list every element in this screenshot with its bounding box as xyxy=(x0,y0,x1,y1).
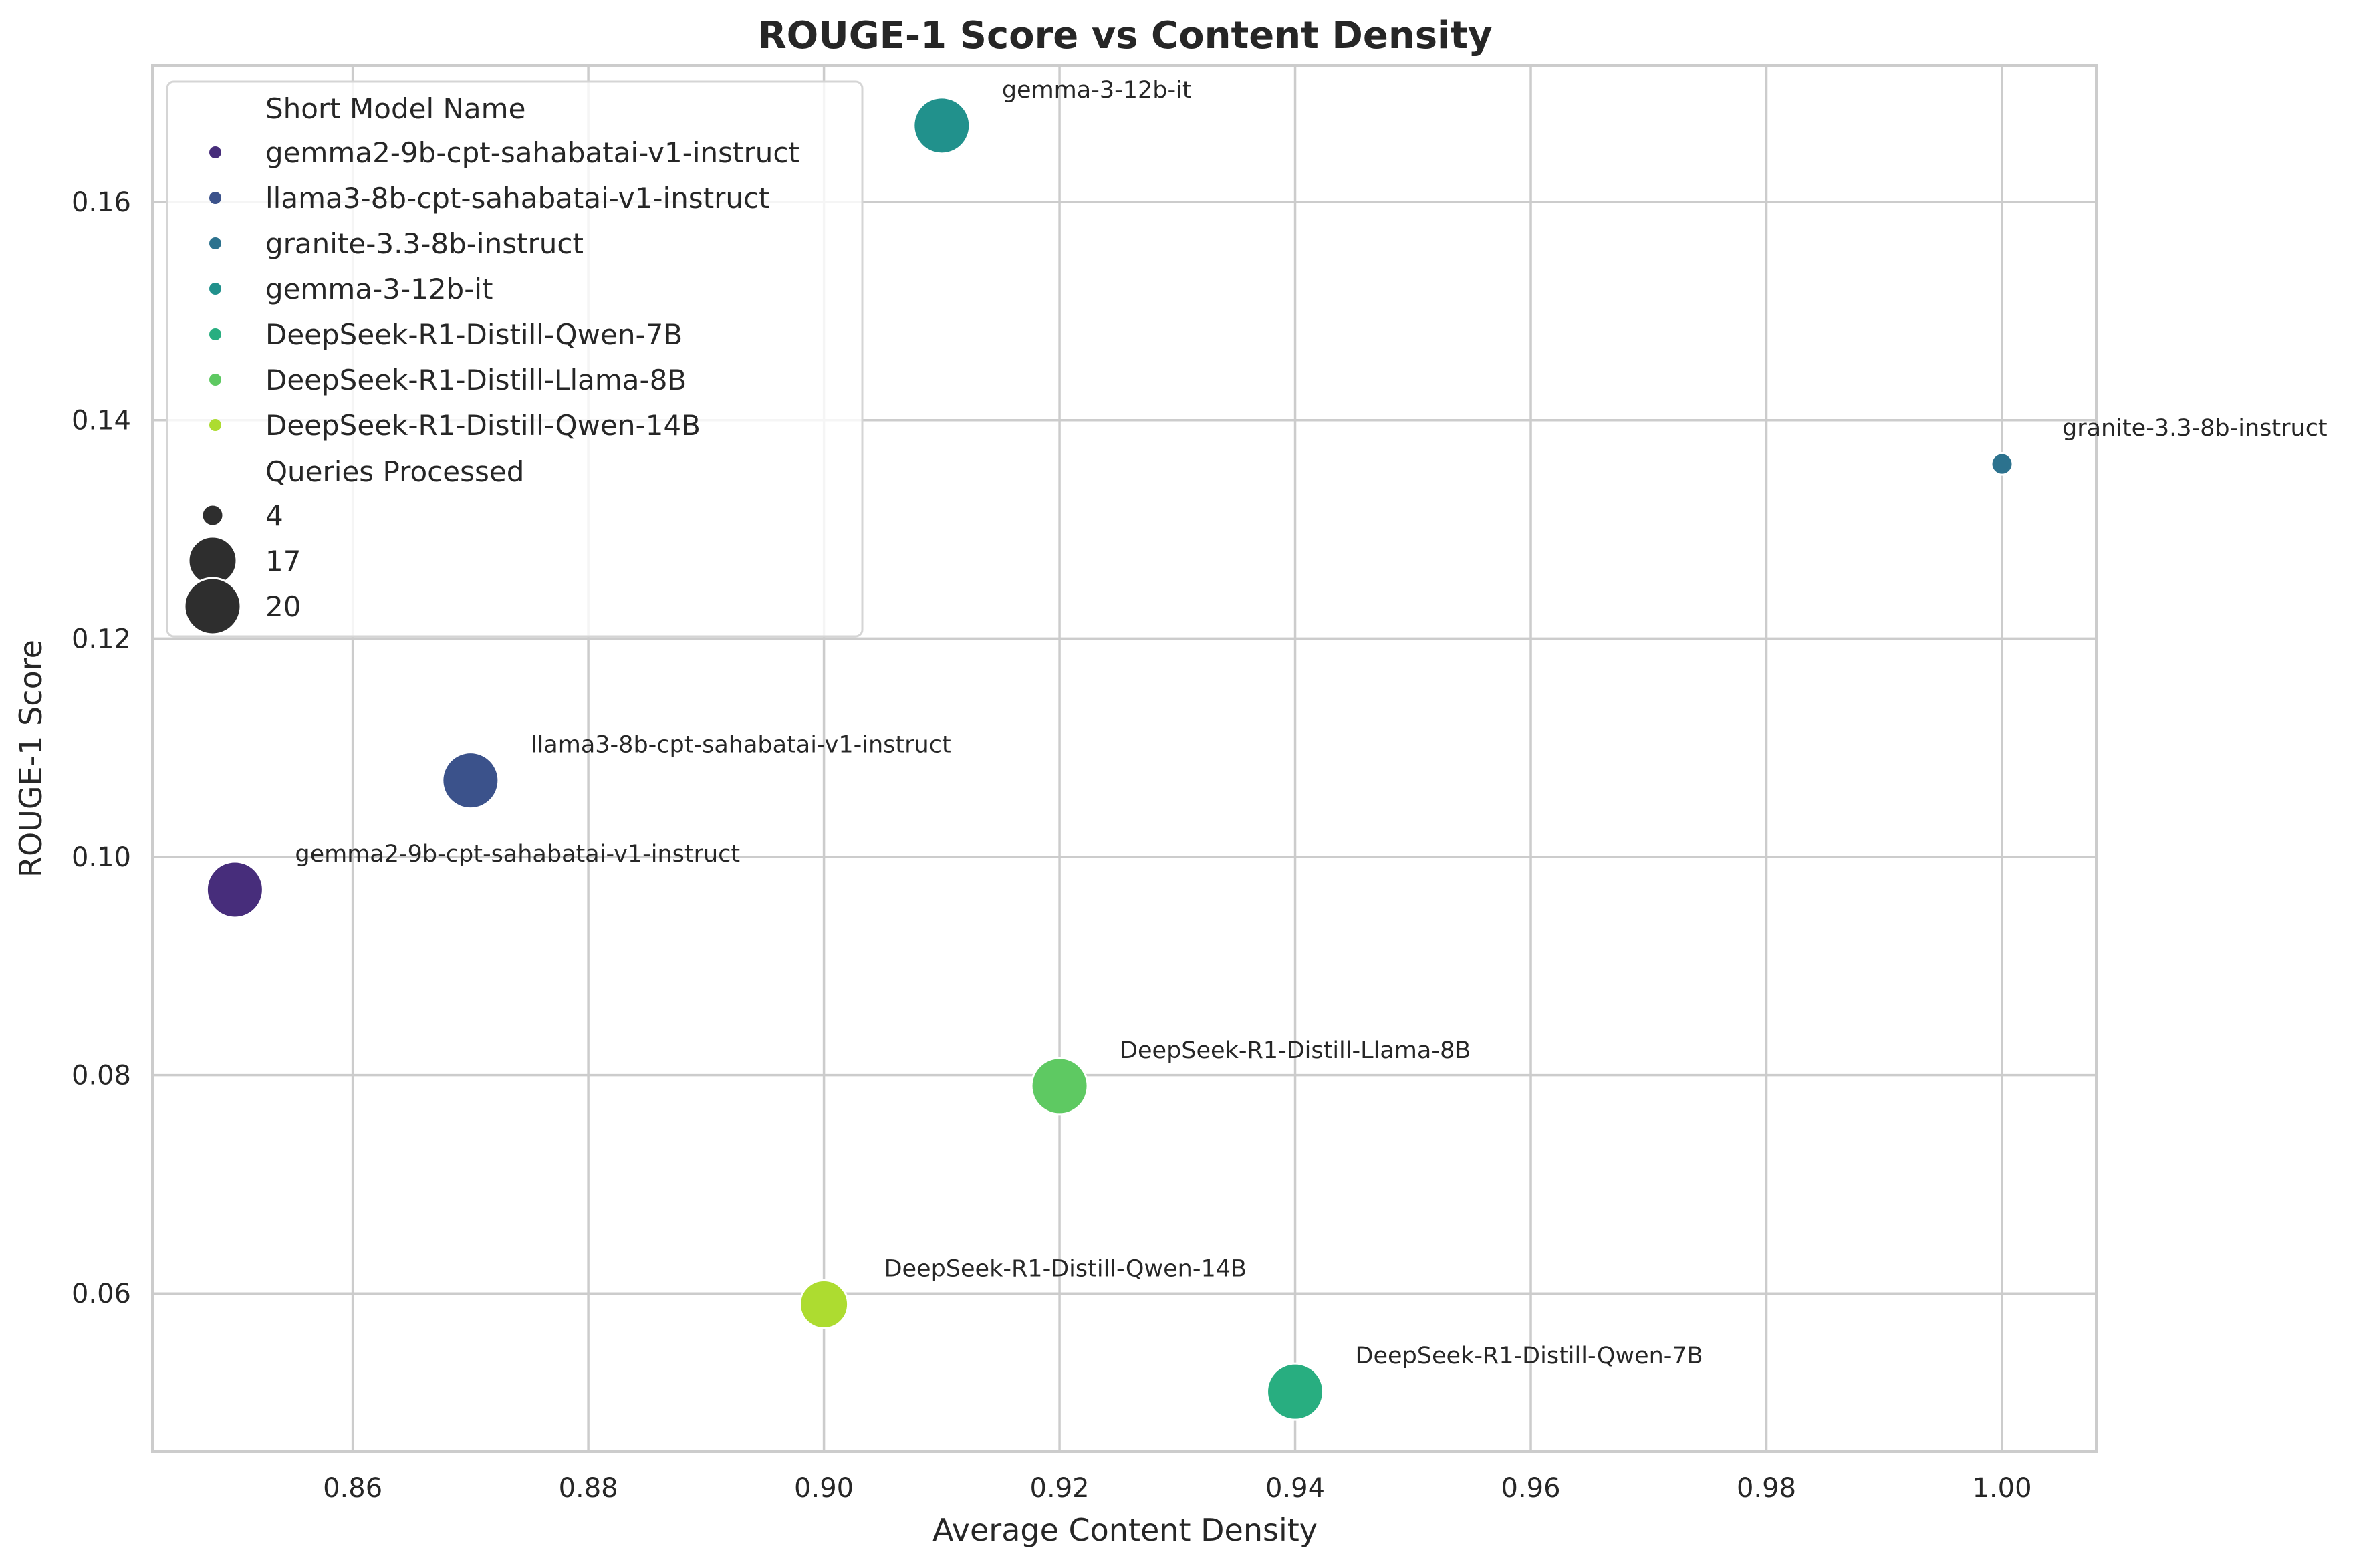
legend-hue-title: Short Model Name xyxy=(265,92,525,125)
data-point xyxy=(441,751,500,810)
data-point xyxy=(799,1279,850,1330)
legend-size-label: 4 xyxy=(265,499,283,532)
legend-hue-label: DeepSeek-R1-Distill-Qwen-14B xyxy=(265,409,701,442)
legend-size-title: Queries Processed xyxy=(265,455,524,488)
point-label: DeepSeek-R1-Distill-Qwen-7B xyxy=(1356,1343,1703,1369)
legend-hue-label: DeepSeek-R1-Distill-Qwen-7B xyxy=(265,318,682,351)
point-annotations: gemma2-9b-cpt-sahabatai-v1-instruct llama… xyxy=(295,77,2327,1369)
y-tick-label: 0.10 xyxy=(72,842,131,873)
legend-size-entries: 4 17 20 xyxy=(183,499,301,636)
data-point xyxy=(1266,1362,1325,1421)
data-point xyxy=(1990,452,2014,476)
legend-box xyxy=(166,80,864,638)
x-tick-label: 1.00 xyxy=(1972,1473,2031,1504)
y-tick-label: 0.12 xyxy=(72,624,131,654)
legend-hue-marker xyxy=(209,237,221,249)
x-tick-label: 0.96 xyxy=(1501,1473,1561,1504)
legend-size-label: 20 xyxy=(265,590,301,623)
point-label: DeepSeek-R1-Distill-Qwen-14B xyxy=(884,1256,1247,1283)
legend-hue-entries: gemma2-9b-cpt-sahabatai-v1-instruct llama… xyxy=(209,136,799,442)
point-label: llama3-8b-cpt-sahabatai-v1-instruct xyxy=(531,732,951,759)
legend-hue-marker xyxy=(209,419,221,431)
y-tick-label: 0.08 xyxy=(72,1061,131,1091)
legend-hue-label: llama3-8b-cpt-sahabatai-v1-instruct xyxy=(265,182,770,215)
point-label: DeepSeek-R1-Distill-Llama-8B xyxy=(1120,1037,1471,1064)
legend-hue-marker xyxy=(209,374,221,386)
point-label: gemma-3-12b-it xyxy=(1002,77,1192,104)
x-tick-label: 0.86 xyxy=(323,1473,382,1504)
legend-size-marker xyxy=(183,577,242,636)
x-tick-label: 0.90 xyxy=(794,1473,854,1504)
legend-hue-label: gemma2-9b-cpt-sahabatai-v1-instruct xyxy=(265,136,799,169)
plot-frame xyxy=(151,64,2098,1453)
y-tick-label: 0.14 xyxy=(72,406,131,436)
x-tick-label: 0.94 xyxy=(1265,1473,1325,1504)
legend-hue-label: gemma-3-12b-it xyxy=(265,273,493,305)
x-tick-label: 0.88 xyxy=(559,1473,618,1504)
point-label: gemma2-9b-cpt-sahabatai-v1-instruct xyxy=(295,841,740,868)
legend-size-label: 17 xyxy=(265,545,301,577)
legend-hue-marker xyxy=(209,328,221,340)
data-point xyxy=(912,96,971,155)
chart-title: ROUGE-1 Score vs Content Density xyxy=(758,14,1493,57)
legend-hue-marker xyxy=(209,283,221,295)
point-label: granite-3.3-8b-instruct xyxy=(2062,415,2328,442)
legend-hue-label: DeepSeek-R1-Distill-Llama-8B xyxy=(265,364,687,396)
x-tick-label: 0.92 xyxy=(1030,1473,1090,1504)
x-axis-ticks: 0.86 0.88 0.90 0.92 0.94 0.96 0.98 1.00 xyxy=(323,1473,2031,1504)
y-tick-label: 0.16 xyxy=(72,187,131,218)
legend-size-marker xyxy=(201,503,225,527)
y-axis-label: ROUGE-1 Score xyxy=(13,640,49,878)
y-tick-label: 0.06 xyxy=(72,1279,131,1309)
legend-hue-marker xyxy=(209,146,221,158)
data-points xyxy=(205,96,2014,1421)
legend: Short Model Name gemma2-9b-cpt-sahabatai… xyxy=(166,80,864,638)
x-tick-label: 0.98 xyxy=(1737,1473,1796,1504)
data-point xyxy=(1030,1057,1089,1116)
legend-hue-label: granite-3.3-8b-instruct xyxy=(265,227,584,260)
y-axis-ticks: 0.06 0.08 0.10 0.12 0.14 0.16 xyxy=(72,187,131,1309)
legend-hue-marker xyxy=(209,192,221,204)
data-point xyxy=(205,860,264,919)
x-axis-label: Average Content Density xyxy=(932,1512,1318,1548)
